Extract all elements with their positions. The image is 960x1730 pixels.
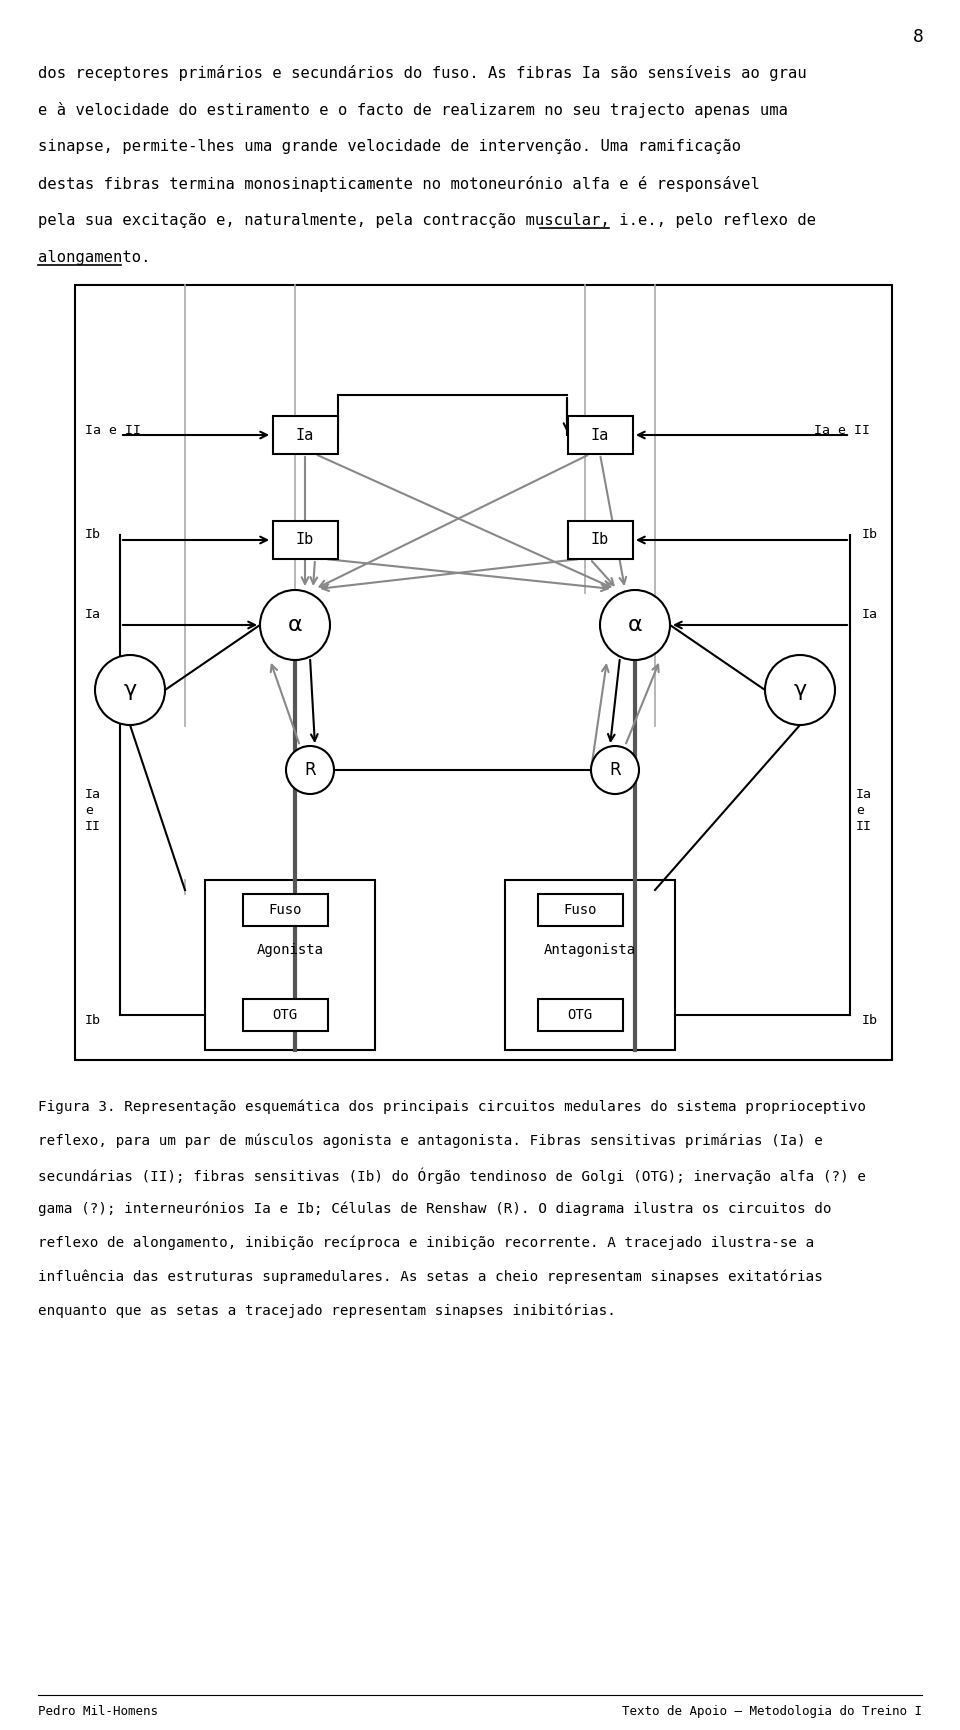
Text: reflexo de alongamento, inibição recíproca e inibição recorrente. A tracejado il: reflexo de alongamento, inibição recípro… <box>38 1235 814 1251</box>
Text: R: R <box>304 761 316 779</box>
Text: OTG: OTG <box>567 1009 592 1022</box>
Text: α: α <box>628 614 642 635</box>
Text: gama (?); interneurónios Ia e Ib; Células de Renshaw (R). O diagrama ilustra os : gama (?); interneurónios Ia e Ib; Célula… <box>38 1202 831 1216</box>
Text: γ: γ <box>793 680 806 701</box>
Text: Fuso: Fuso <box>268 903 301 917</box>
Text: Ib: Ib <box>862 1014 878 1026</box>
Text: Ib: Ib <box>862 528 878 541</box>
Text: enquanto que as setas a tracejado representam sinapses inibitórias.: enquanto que as setas a tracejado repres… <box>38 1304 616 1318</box>
Text: secundárias (II); fibras sensitivas (Ib) do Órgão tendinoso de Golgi (OTG); iner: secundárias (II); fibras sensitivas (Ib)… <box>38 1168 866 1185</box>
Text: OTG: OTG <box>273 1009 298 1022</box>
Circle shape <box>765 656 835 725</box>
Text: Texto de Apoio – Metodologia do Treino I: Texto de Apoio – Metodologia do Treino I <box>622 1706 922 1718</box>
Text: α: α <box>288 614 302 635</box>
Text: Ia
e
II: Ia e II <box>856 787 872 832</box>
Text: Ia: Ia <box>296 427 314 443</box>
Text: Ib: Ib <box>296 533 314 547</box>
Circle shape <box>591 746 639 794</box>
Text: destas fibras termina monosinapticamente no motoneurónio alfa e é responsável: destas fibras termina monosinapticamente… <box>38 176 760 192</box>
Text: Pedro Mil-Homens: Pedro Mil-Homens <box>38 1706 158 1718</box>
Text: Ia e II: Ia e II <box>85 424 141 436</box>
Bar <box>273 521 338 559</box>
Text: pela sua excitação e, naturalmente, pela contracção muscular, i.e., pelo reflexo: pela sua excitação e, naturalmente, pela… <box>38 213 816 228</box>
Text: Ia e II: Ia e II <box>814 424 870 436</box>
Circle shape <box>260 590 330 661</box>
Text: dos receptores primários e secundários do fuso. As fibras Ia são sensíveis ao gr: dos receptores primários e secundários d… <box>38 66 806 81</box>
Circle shape <box>95 656 165 725</box>
Bar <box>538 894 622 926</box>
Bar <box>273 415 338 453</box>
Bar <box>75 285 892 1060</box>
Text: R: R <box>610 761 621 779</box>
Text: alongamento.: alongamento. <box>38 251 151 265</box>
Circle shape <box>286 746 334 794</box>
Text: 8: 8 <box>913 28 924 47</box>
Text: influência das estruturas supramedulares. As setas a cheio representam sinapses : influência das estruturas supramedulares… <box>38 1270 823 1284</box>
Text: γ: γ <box>124 680 136 701</box>
Bar <box>538 998 622 1031</box>
Bar <box>243 998 327 1031</box>
Text: Ib: Ib <box>85 1014 101 1026</box>
Circle shape <box>600 590 670 661</box>
Text: Ia: Ia <box>862 609 878 621</box>
Text: Ia: Ia <box>590 427 610 443</box>
Bar <box>243 894 327 926</box>
Bar <box>205 881 375 1050</box>
Text: Ib: Ib <box>85 528 101 541</box>
Text: Ib: Ib <box>590 533 610 547</box>
Text: Antagonista: Antagonista <box>544 943 636 957</box>
Bar <box>505 881 675 1050</box>
Text: Figura 3. Representação esquemática dos principais circuitos medulares do sistem: Figura 3. Representação esquemática dos … <box>38 1100 866 1114</box>
Text: Fuso: Fuso <box>564 903 597 917</box>
Bar <box>567 415 633 453</box>
Text: e à velocidade do estiramento e o facto de realizarem no seu trajecto apenas uma: e à velocidade do estiramento e o facto … <box>38 102 788 118</box>
Bar <box>567 521 633 559</box>
Text: Ia: Ia <box>85 609 101 621</box>
Text: sinapse, permite-lhes uma grande velocidade de intervenção. Uma ramificação: sinapse, permite-lhes uma grande velocid… <box>38 138 741 154</box>
Text: reflexo, para um par de músculos agonista e antagonista. Fibras sensitivas primá: reflexo, para um par de músculos agonist… <box>38 1133 823 1149</box>
Text: Ia
e
II: Ia e II <box>85 787 101 832</box>
Text: Agonista: Agonista <box>256 943 324 957</box>
